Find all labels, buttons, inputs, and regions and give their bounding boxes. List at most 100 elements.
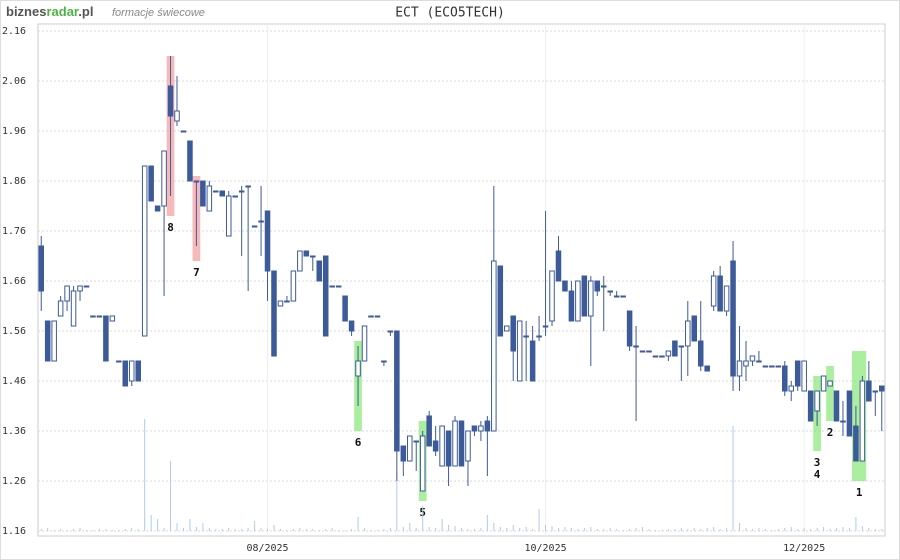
candle-body [872, 390, 879, 393]
candle-body [355, 360, 361, 377]
logo-part[interactable]: .pl [78, 4, 93, 19]
candle-body [310, 255, 316, 258]
candle-body [335, 285, 342, 288]
candle-body [122, 360, 129, 387]
y-tick-label: 1.26 [2, 476, 26, 487]
candle-body [213, 190, 219, 193]
candle-body [562, 280, 568, 292]
candle-body [626, 310, 633, 347]
candle-body [225, 195, 232, 237]
y-tick-label: 1.96 [2, 126, 26, 137]
candle-body [38, 245, 44, 292]
candle-body [426, 415, 432, 447]
candle-body [510, 315, 516, 352]
candle-body [820, 375, 827, 392]
candle-body [116, 360, 122, 363]
candle-body [685, 320, 691, 347]
pattern-label: 8 [167, 221, 174, 234]
candle-body [665, 350, 672, 357]
candle-body [394, 330, 400, 452]
candle-body [329, 285, 335, 288]
candle-body [555, 250, 562, 282]
candle-body [368, 315, 374, 318]
candle-body [271, 270, 277, 357]
logo[interactable]: biznesradar.pl [6, 4, 93, 19]
pattern-label: 1 [856, 486, 863, 499]
logo-part[interactable]: biznes [6, 4, 46, 19]
y-tick-label: 2.06 [2, 76, 26, 87]
candle-body [361, 325, 368, 362]
candle-body [484, 420, 491, 432]
candle-body [588, 280, 594, 317]
candle-body [568, 290, 575, 322]
candle-body [866, 380, 872, 402]
candle-body [297, 250, 303, 272]
x-tick-label: 08/2025 [246, 543, 288, 554]
candle-body [633, 345, 639, 348]
y-tick-label: 1.86 [2, 176, 26, 187]
candle-body [284, 300, 290, 303]
candle-body [238, 190, 245, 193]
candle-body [245, 185, 251, 188]
candle-body [672, 340, 678, 357]
candle-body [620, 295, 626, 298]
pattern-label: 2 [827, 426, 834, 439]
logo-part[interactable]: radar [46, 4, 78, 19]
candle-body [807, 390, 814, 422]
candle-body [154, 205, 161, 212]
candle-body [536, 335, 542, 338]
candle-body [303, 250, 310, 257]
candle-body [458, 420, 465, 467]
candle-body [782, 365, 788, 392]
candle-body [232, 195, 238, 198]
candle-body [187, 140, 193, 182]
candle-body [678, 345, 685, 348]
candle-body [64, 285, 70, 302]
candle-body [743, 360, 749, 367]
candle-body [859, 380, 866, 462]
candle-body [322, 255, 329, 337]
candle-body [478, 425, 484, 432]
candle-body [736, 360, 743, 377]
candle-body [83, 285, 90, 288]
candle-body [846, 390, 853, 437]
candle-body [775, 365, 782, 368]
candle-body [70, 290, 77, 327]
candle-body [264, 210, 271, 272]
candle-body [717, 275, 723, 312]
y-tick-label: 1.66 [2, 276, 26, 287]
candle-body [697, 340, 704, 367]
candle-body [180, 130, 187, 133]
candle-body [814, 390, 820, 412]
candle-body [756, 360, 762, 363]
candle-body [445, 430, 452, 467]
candle-body [471, 425, 478, 432]
candle-body [342, 295, 348, 322]
candle-body [581, 275, 588, 317]
candle-body [219, 190, 226, 197]
candle-body [503, 325, 510, 332]
candle-body [96, 315, 103, 318]
candle-body [135, 360, 141, 382]
candle-body [575, 280, 581, 322]
candle-body [316, 260, 323, 282]
candle-body [497, 265, 504, 337]
candle-body [251, 225, 258, 228]
candle-body [374, 315, 381, 318]
candle-body [465, 430, 471, 462]
candle-body [794, 360, 801, 387]
candle-body [801, 360, 807, 392]
candle-body [594, 280, 601, 292]
subtitle: formacje świecowe [112, 7, 205, 19]
candle-body [439, 425, 445, 467]
pattern-label: 3 [814, 456, 821, 469]
candle-body [723, 285, 730, 312]
candle-body [128, 360, 135, 382]
candle-body [853, 425, 859, 462]
candle-body [542, 325, 549, 328]
candle-body [769, 365, 775, 368]
candle-body [258, 220, 264, 223]
